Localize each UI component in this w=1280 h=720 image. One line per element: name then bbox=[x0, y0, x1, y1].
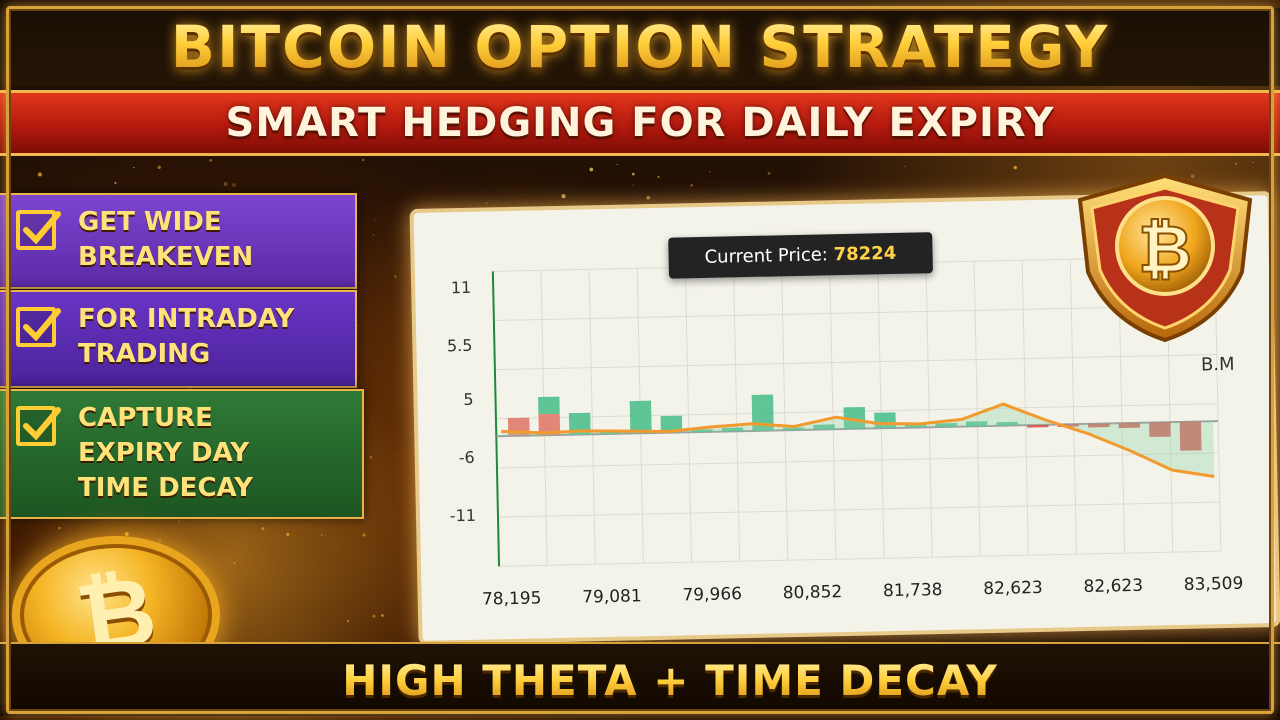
x-tick-label: 83,509 bbox=[1184, 574, 1244, 595]
bar bbox=[782, 427, 805, 431]
bar bbox=[843, 406, 866, 430]
x-tick-label: 80,852 bbox=[783, 582, 843, 603]
bitcoin-shield-icon: ₿ bbox=[1077, 173, 1253, 342]
page-title: BITCOIN OPTION STRATEGY bbox=[170, 13, 1110, 81]
payoff-chart: 11 5.5 5 -6 -11 78,195 79,081 79,966 80,852 81,73… bbox=[447, 255, 1244, 610]
x-tick-label: 82,623 bbox=[1083, 576, 1143, 597]
current-price-label: Current Price: bbox=[704, 244, 829, 268]
page-subtitle: SMART HEDGING FOR DAILY EXPIRY bbox=[225, 100, 1055, 146]
bar bbox=[996, 421, 1018, 426]
bar bbox=[965, 421, 988, 427]
checkbox-icon bbox=[16, 406, 61, 446]
bar bbox=[935, 423, 957, 428]
bar bbox=[660, 415, 683, 433]
bar bbox=[1179, 421, 1202, 451]
payoff-area bbox=[501, 404, 1215, 477]
bar bbox=[1088, 423, 1110, 428]
bar bbox=[751, 394, 774, 431]
x-tick-label: 79,081 bbox=[582, 586, 642, 607]
checkbox-icon bbox=[16, 210, 61, 250]
benefit-label: FOR INTRADAY TRADING bbox=[78, 304, 295, 369]
current-price-badge: Current Price: 78224 bbox=[668, 232, 933, 279]
bar bbox=[691, 429, 713, 433]
current-price-value: 78224 bbox=[833, 242, 897, 266]
benefit-label: CAPTURE EXPIRY DAY TIME DECAY bbox=[78, 403, 253, 503]
subtitle-banner: SMART HEDGING FOR DAILY EXPIRY bbox=[0, 90, 1280, 156]
payoff-line bbox=[501, 402, 1215, 478]
bar bbox=[568, 412, 591, 435]
chart-tag: B.M bbox=[1200, 353, 1235, 376]
x-tick-label: 82,623 bbox=[983, 578, 1043, 599]
bar bbox=[813, 424, 835, 430]
x-tick-label: 79,966 bbox=[682, 584, 742, 605]
bar bbox=[1118, 422, 1141, 429]
benefit-label: GET WIDE BREAKEVEN bbox=[78, 207, 254, 272]
benefit-wide-breakeven: GET WIDE BREAKEVEN bbox=[0, 193, 357, 289]
bar bbox=[538, 396, 560, 415]
bar bbox=[1027, 424, 1049, 428]
bar bbox=[538, 413, 561, 436]
y-axis bbox=[491, 271, 501, 567]
bar bbox=[629, 400, 652, 434]
footer-band: HIGH THETA + TIME DECAY bbox=[0, 642, 1280, 716]
y-tick-label: -6 bbox=[459, 448, 475, 467]
checkbox-icon bbox=[16, 307, 61, 347]
x-tick-label: 81,738 bbox=[883, 580, 943, 601]
benefit-time-decay: CAPTURE EXPIRY DAY TIME DECAY bbox=[0, 389, 364, 519]
y-tick-label: 5 bbox=[463, 390, 474, 409]
y-tick-label: 11 bbox=[451, 278, 472, 297]
bar bbox=[721, 427, 744, 432]
y-tick-label: -11 bbox=[450, 506, 477, 526]
footer-tagline: HIGH THETA + TIME DECAY bbox=[282, 656, 998, 705]
grid-line bbox=[493, 304, 1216, 321]
grid-line bbox=[497, 501, 1220, 518]
x-tick-label: 78,195 bbox=[482, 588, 542, 609]
grid-line bbox=[494, 354, 1217, 371]
grid-line bbox=[499, 550, 1221, 567]
payoff-chart-card: 11 5.5 5 -6 -11 78,195 79,081 79,966 80,852 81,73… bbox=[409, 191, 1280, 645]
title-band: BITCOIN OPTION STRATEGY bbox=[0, 8, 1280, 86]
grid-line bbox=[496, 452, 1219, 469]
bar bbox=[1149, 422, 1171, 438]
shield-bitcoin-symbol: ₿ bbox=[1138, 211, 1192, 288]
benefit-intraday-trading: FOR INTRADAY TRADING bbox=[0, 290, 357, 388]
y-tick-label: 5.5 bbox=[447, 336, 473, 356]
